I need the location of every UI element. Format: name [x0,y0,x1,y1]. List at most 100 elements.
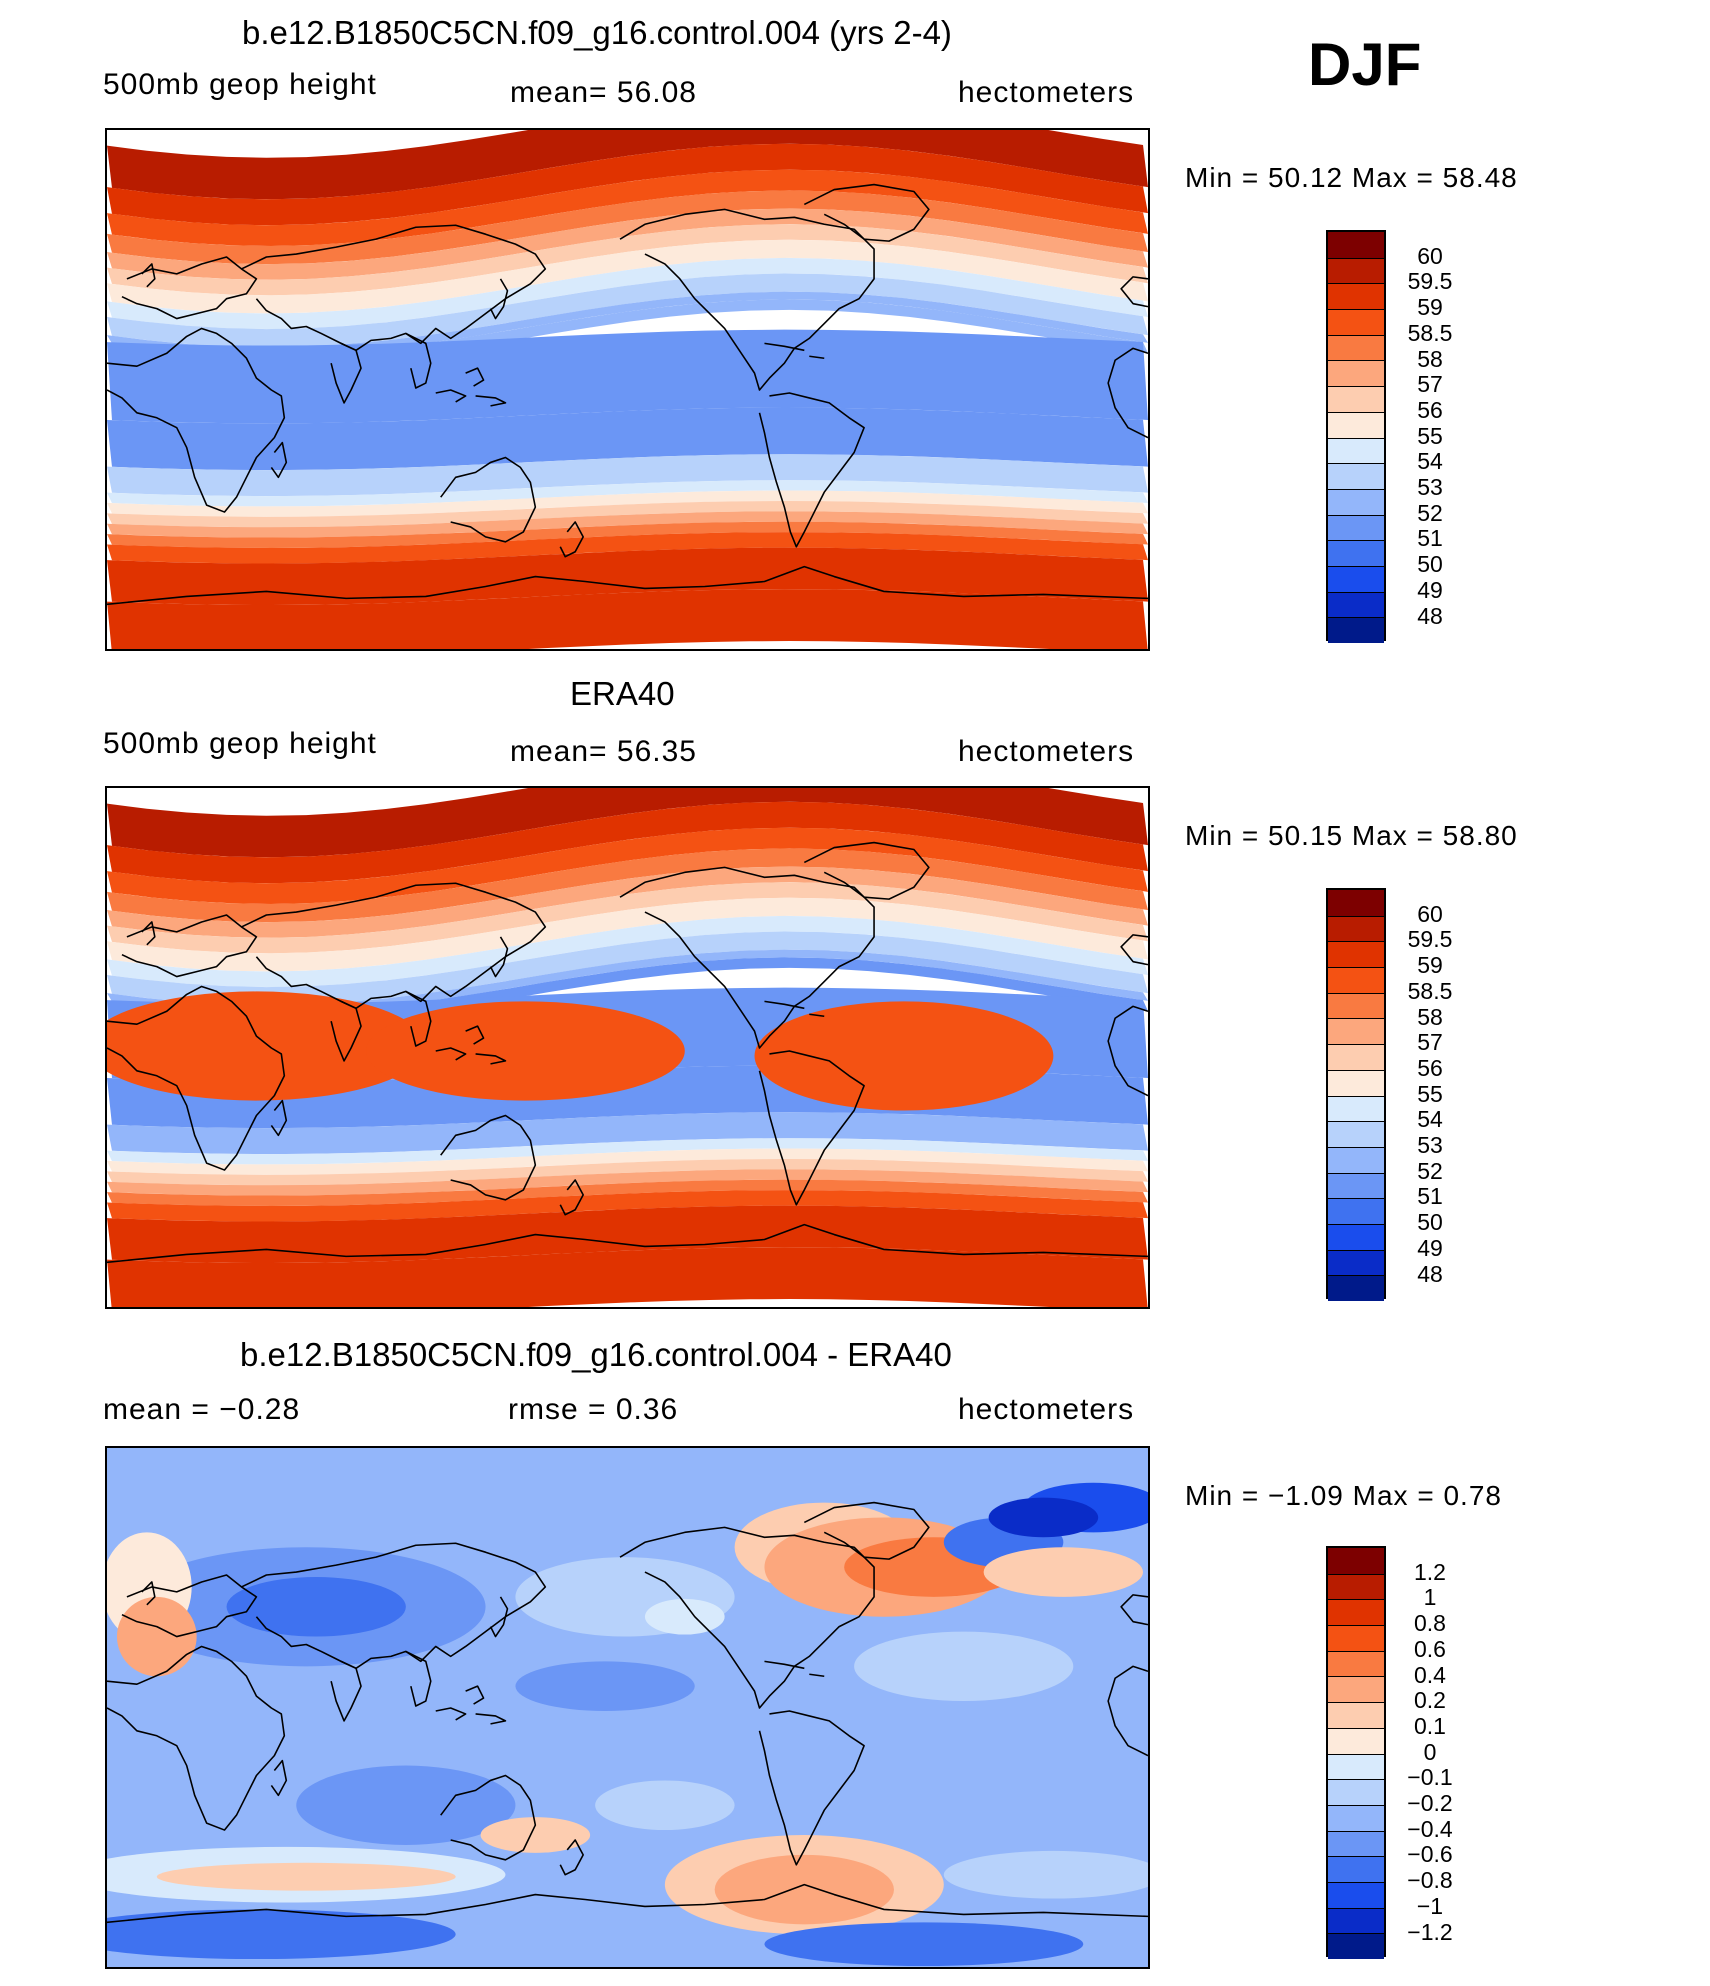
panel-1-min-max: Min = 50.12 Max = 58.48 [1185,162,1518,193]
contour-band [107,1112,1148,1155]
colorbar-cell [1328,591,1384,618]
coastline [435,367,507,407]
colorbar-cell [1328,488,1384,515]
contour-band [107,329,1148,424]
contour-band [107,190,1148,265]
coastline [405,332,432,389]
coastline [121,256,258,320]
panel-1-mean: mean= 56.08 [510,76,697,109]
contour-band [107,1158,1148,1186]
contour-band [107,1138,1148,1165]
contour-blob [296,1765,516,1845]
contour-blob [116,1596,197,1677]
colorbar-label: 55 [1417,422,1443,449]
contour-blob [714,1854,894,1925]
coastline [330,1000,362,1062]
contour-band [107,208,1148,280]
colorbar-cell [1328,1856,1384,1882]
panel-2-title: ERA40 [570,675,675,712]
colorbar-label: 50 [1417,551,1443,578]
colorbar-label: 56 [1417,396,1443,423]
colorbar-cell [1328,1044,1384,1070]
coastline [489,278,509,320]
colorbar-label: 58 [1417,1003,1443,1030]
colorbar-label: 59.5 [1407,268,1453,295]
colorbar-cell [1328,1069,1384,1096]
contour-band [107,589,1148,649]
coastline [559,1839,584,1876]
contour-band [107,511,1148,538]
colorbar-label: 1.2 [1414,1558,1446,1585]
model-geopotential-map [105,128,1150,651]
contour-band [107,915,1148,988]
colorbar-label: 57 [1417,371,1443,398]
colorbar-cell [1328,1727,1384,1754]
coastline [764,1660,825,1678]
colorbar-label: 54 [1417,448,1443,475]
coastline [270,441,288,479]
difference-map-colorbar [1326,1546,1386,1959]
contour-blob [515,1661,695,1711]
colorbar-cell [1328,411,1384,438]
season-label: DJF [1308,31,1422,98]
colorbar-label: 48 [1417,1260,1443,1287]
colorbar-cell [1328,386,1384,412]
coastline [489,1596,509,1638]
coastline [141,263,156,288]
contour-band [107,407,1148,471]
colorbar-label: 0.2 [1414,1687,1446,1714]
colorbar-label: 58 [1417,345,1443,372]
colorbar-cell [1328,1702,1384,1728]
colorbar-label: 55 [1417,1080,1443,1107]
contour-blob [764,1922,1084,1967]
contour-band [107,500,1148,528]
colorbar-cell [1328,283,1384,310]
colorbar-cell [1328,941,1384,968]
contour-band [107,490,1148,517]
colorbar-cell [1328,1095,1384,1122]
coastline [241,224,547,352]
colorbar-cell [1328,1018,1384,1045]
contour-band [107,882,1148,954]
colorbar-label: 50 [1417,1209,1443,1236]
contour-blob [107,991,426,1101]
colorbar-cell [1328,1753,1384,1780]
colorbar-label: 51 [1417,525,1443,552]
colorbar-cell [1328,967,1384,993]
colorbar-cell [1328,1933,1384,1959]
coastline [270,1099,288,1137]
contour-band [107,143,1148,226]
contour-band [107,480,1148,507]
colorbar-label: −0.6 [1407,1841,1453,1868]
era40-geopotential-map-colorbar [1326,888,1386,1301]
contour-band [107,273,1148,348]
colorbar-label: 51 [1417,1183,1443,1210]
colorbar-cell [1328,309,1384,335]
colorbar-cell [1328,463,1384,489]
coastline [758,392,865,548]
colorbar-label: 52 [1417,499,1443,526]
coastline [1120,276,1148,308]
contour-blob [226,1577,406,1637]
coastline [1120,1594,1148,1626]
coastline [241,1542,547,1670]
coastline [440,456,537,543]
coastline [330,342,362,404]
colorbar-label: 53 [1417,474,1443,500]
coastline [619,208,875,391]
coastline [107,1645,286,1831]
coastline [440,1114,537,1201]
coastline [405,1650,432,1707]
contour-blob [988,1497,1099,1538]
colorbar-label: −0.4 [1407,1815,1453,1842]
colorbar-label: −0.8 [1407,1867,1453,1894]
colorbar-cell [1328,1146,1384,1173]
panel-1-title: b.e12.B1850C5CN.f09_g16.control.004 (yrs… [242,14,952,51]
coastline [107,1883,1148,1924]
colorbar-label: 56 [1417,1054,1443,1081]
model-geopotential-map-colorbar [1326,230,1386,643]
colorbar-cell [1328,1779,1384,1805]
coastline [559,1179,584,1216]
colorbar-cell [1328,257,1384,284]
coastline [758,1710,865,1866]
